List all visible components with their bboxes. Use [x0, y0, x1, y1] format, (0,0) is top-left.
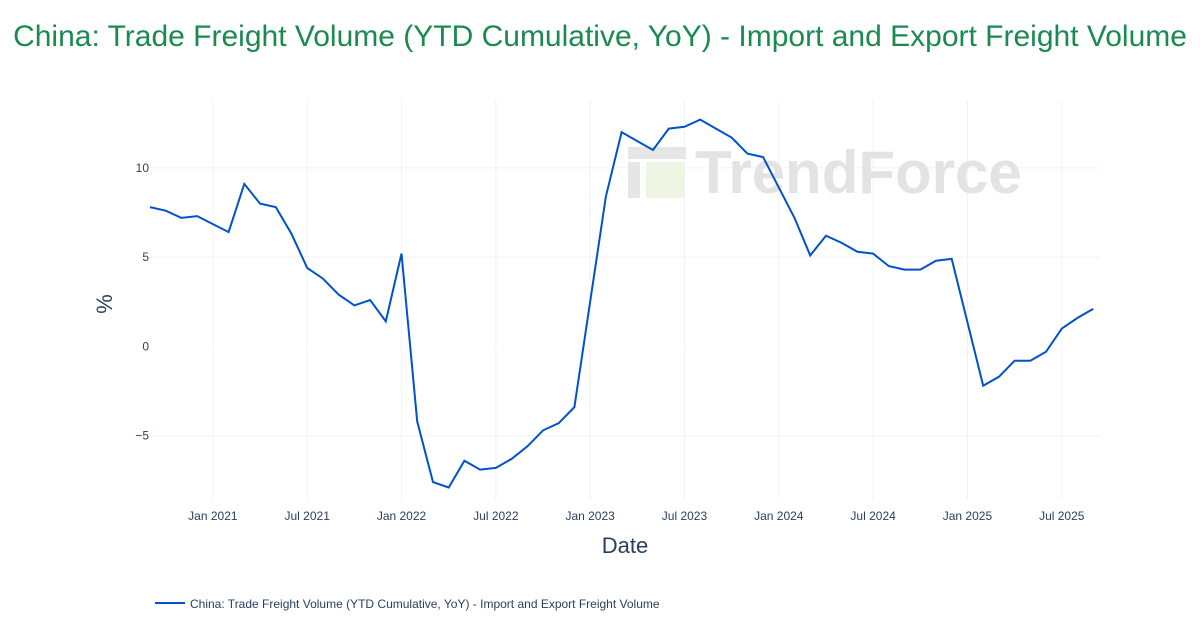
grid [150, 100, 1100, 500]
legend-label: China: Trade Freight Volume (YTD Cumulat… [190, 597, 660, 611]
y-axis-title: % [92, 294, 117, 314]
x-tick-label: Jul 2024 [850, 509, 896, 523]
y-tick-label: 0 [142, 339, 149, 353]
x-axis-title: Date [602, 533, 648, 558]
x-tick-label: Jan 2024 [754, 509, 804, 523]
y-tick-label: 5 [142, 250, 149, 264]
x-tick-label: Jan 2022 [377, 509, 427, 523]
watermark-logo-mark [628, 147, 686, 198]
chart-title: China: Trade Freight Volume (YTD Cumulat… [13, 20, 1187, 53]
x-tick-label: Jul 2023 [662, 509, 708, 523]
watermark-logo: TrendForce [695, 139, 1022, 206]
series-line [149, 118, 1094, 489]
x-tick-label: Jul 2025 [1039, 509, 1085, 523]
x-tick-label: Jan 2023 [565, 509, 615, 523]
x-tick-label: Jan 2025 [943, 509, 993, 523]
x-tick-label: Jan 2021 [188, 509, 238, 523]
y-tick-label: −5 [135, 429, 149, 443]
x-tick-label: Jul 2022 [473, 509, 519, 523]
y-tick-label: 10 [136, 161, 150, 175]
legend[interactable]: China: Trade Freight Volume (YTD Cumulat… [155, 597, 660, 611]
x-tick-label: Jul 2021 [285, 509, 331, 523]
